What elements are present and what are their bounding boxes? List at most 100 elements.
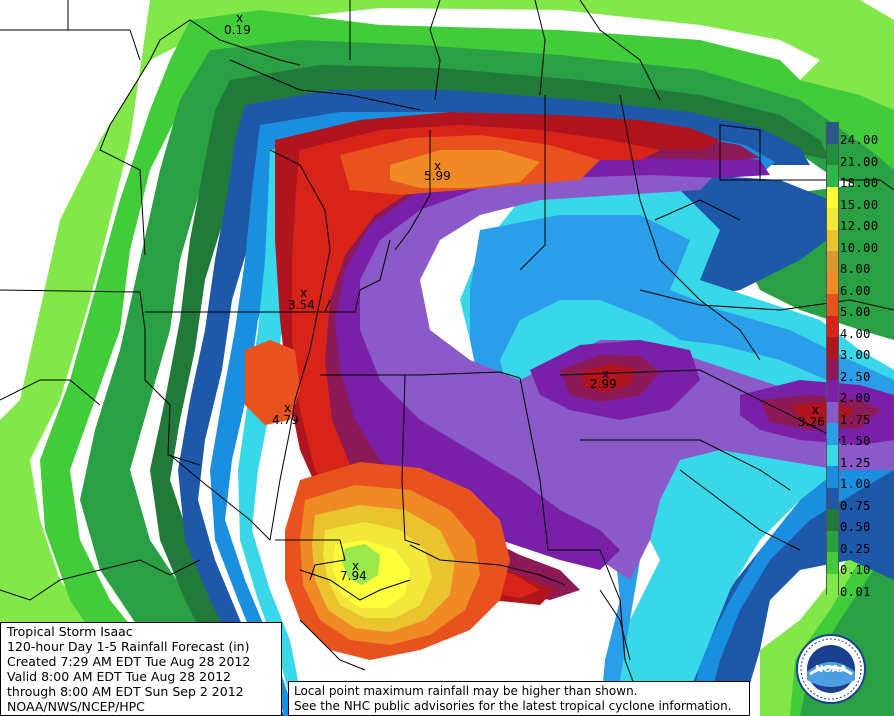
- point-mark: x: [284, 401, 292, 415]
- valid-start: Valid 8:00 AM EDT Tue Aug 28 2012: [7, 669, 231, 684]
- legend-swatch: [826, 251, 839, 273]
- legend-row: 0.01: [826, 573, 884, 599]
- legend-row: 8.00: [826, 251, 884, 276]
- legend-label: 15.00: [840, 197, 879, 212]
- legend-row: 0.10: [826, 552, 884, 576]
- color-legend: 24.00 21.00 18.00 15.00 12.00 10.00 8.00 6.00 5.…: [826, 122, 884, 599]
- point-mark: x: [602, 367, 610, 381]
- disclaimer-note: Local point maximum rainfall may be high…: [288, 681, 750, 716]
- rain-zone-3.00-ne: [580, 364, 635, 392]
- legend-swatch: [826, 530, 839, 552]
- legend-label: 0.50: [840, 520, 871, 534]
- legend-swatch: [826, 573, 839, 595]
- point-mark: x: [236, 11, 244, 25]
- legend-row: 3.00: [826, 337, 884, 362]
- point-label: 3.26: [798, 415, 825, 429]
- legend-swatch: [826, 423, 839, 445]
- legend-swatch: [826, 272, 839, 294]
- point-label: 5.99: [424, 169, 451, 183]
- legend-label: 4.00: [840, 326, 871, 341]
- rain-zone-1.50: [470, 215, 894, 716]
- legend-row: 18.00: [826, 165, 884, 190]
- valid-end: through 8:00 AM EDT Sun Sep 2 2012: [7, 684, 244, 699]
- point-label: 4.79: [272, 413, 299, 427]
- legend-label: 2.50: [840, 369, 871, 384]
- legend-swatch: [826, 487, 839, 509]
- point-label: 7.94: [340, 569, 367, 583]
- legend-label: 21.00: [840, 154, 879, 169]
- rain-zone-6.00: [390, 150, 540, 188]
- legend-label: 12.00: [840, 219, 879, 233]
- legend-row: 6.00: [826, 272, 884, 298]
- legend-swatch: [826, 509, 839, 531]
- legend-swatch: [826, 552, 839, 574]
- legend-label: 10.00: [840, 240, 879, 255]
- legend-row: 15.00: [826, 186, 884, 212]
- legend-row: 1.50: [826, 423, 884, 447]
- legend-row: 21.00: [826, 143, 884, 169]
- legend-row: 1.00: [826, 466, 884, 491]
- point-label: 2.99: [590, 377, 617, 391]
- point-mark: x: [300, 286, 308, 300]
- rain-zone-5.00-mid: [245, 340, 300, 425]
- legend-label: 5.00: [840, 305, 871, 319]
- legend-swatch: [826, 143, 839, 165]
- legend-swatch: [826, 186, 839, 208]
- created-time: Created 7:29 AM EDT Tue Aug 28 2012: [7, 654, 251, 669]
- legend-row: 1.25: [826, 444, 884, 470]
- legend-row: 0.75: [826, 487, 884, 513]
- legend-label: 1.00: [840, 477, 871, 491]
- legend-label: 1.25: [840, 455, 871, 470]
- legend-swatch: [826, 294, 839, 316]
- legend-label: 0.75: [840, 498, 871, 513]
- legend-swatch: [826, 444, 839, 466]
- legend-swatch: [826, 380, 839, 402]
- legend-swatch: [826, 358, 839, 380]
- legend-swatch: [826, 229, 839, 251]
- rain-zone-4.00: [292, 125, 660, 598]
- legend-label: 8.00: [840, 262, 871, 276]
- rain-zone-18.00: [342, 544, 380, 585]
- legend-label: 3.00: [840, 348, 871, 362]
- rain-zone-1.00-east: [690, 420, 894, 716]
- legend-row: 24.00: [826, 122, 884, 147]
- legend-label: 1.75: [840, 412, 871, 427]
- noaa-logo-text: NOAA: [815, 664, 847, 675]
- legend-row: 2.00: [826, 380, 884, 405]
- point-label: 0.19: [224, 23, 251, 37]
- point-mark: x: [434, 159, 442, 173]
- forecast-title: 120-hour Day 1-5 Rainfall Forecast (in): [7, 639, 250, 654]
- legend-row: 5.00: [826, 294, 884, 319]
- legend-label: 24.00: [840, 133, 879, 147]
- legend-swatch: [826, 466, 839, 488]
- point-mark: x: [352, 559, 360, 573]
- legend-row: 4.00: [826, 315, 884, 341]
- note-line-1: Local point maximum rainfall may be high…: [294, 684, 638, 698]
- storm-name: Tropical Storm Isaac: [7, 624, 133, 639]
- noaa-logo-icon: NOAA: [796, 634, 866, 704]
- legend-row: 2.50: [826, 358, 884, 384]
- forecast-info-box: Tropical Storm Isaac 120-hour Day 1-5 Ra…: [0, 622, 282, 716]
- legend-swatch: [826, 401, 839, 423]
- legend-row: 0.50: [826, 509, 884, 534]
- point-label: 3.54: [288, 298, 315, 312]
- legend-row: 12.00: [826, 208, 884, 233]
- point-mark: x: [812, 403, 820, 417]
- legend-swatch: [826, 315, 839, 337]
- legend-label: 2.00: [840, 391, 871, 405]
- legend-swatch: [826, 122, 839, 144]
- legend-label: 0.01: [840, 584, 871, 599]
- legend-swatch: [826, 208, 839, 230]
- legend-swatch: [826, 337, 839, 359]
- legend-row: 10.00: [826, 229, 884, 255]
- note-line-2: See the NHC public advisories for the la…: [294, 699, 732, 713]
- boundaries: [0, 0, 894, 701]
- legend-label: 6.00: [840, 283, 871, 298]
- legend-label: 18.00: [840, 176, 879, 190]
- rain-zone-2.00: [285, 135, 770, 570]
- legend-row: 0.25: [826, 530, 884, 556]
- legend-row: 1.75: [826, 401, 884, 427]
- legend-label: 0.25: [840, 541, 871, 556]
